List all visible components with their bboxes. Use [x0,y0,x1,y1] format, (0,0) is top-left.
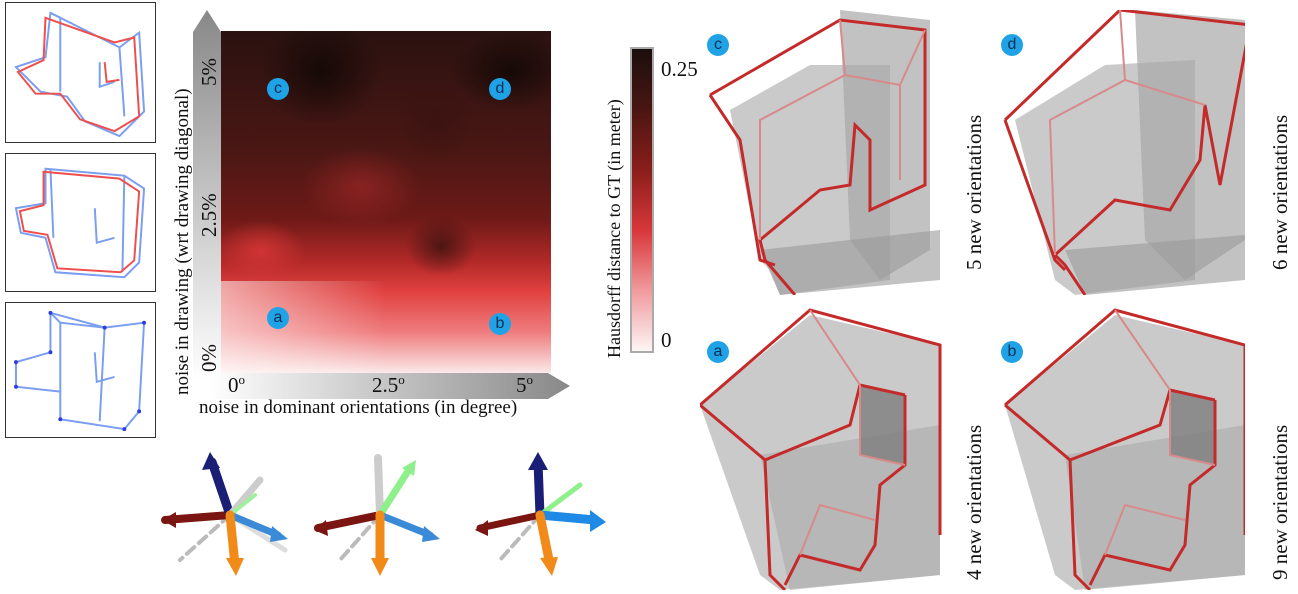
colorbar-label: Hausdorff distance to GT (in meter) [604,99,624,358]
x-tick-5: 5o [516,372,533,397]
x-tick-0: 0o [228,372,245,397]
panel-b-badge: b [1001,341,1023,363]
drawing-thumbnail-1 [5,2,156,143]
result-panel-c [700,10,950,295]
x-axis-label: noise in dominant orientations (in degre… [199,397,518,418]
caption-c: 5 new orientations [962,114,986,270]
colorbar [630,47,654,353]
y-axis-arrow [193,10,221,380]
result-panel-d [995,10,1245,295]
panel-c-badge: c [707,34,729,56]
drawing-thumbnail-2 [5,153,156,292]
marker-d: d [489,78,511,100]
x-axis-arrow [210,373,570,399]
y-tick-0: 0% [197,344,221,372]
caption-a: 4 new orientations [962,424,986,580]
caption-b: 9 new orientations [1268,424,1292,580]
y-tick-5: 5% [197,58,221,86]
result-panel-b [995,305,1245,590]
colorbar-min: 0 [661,328,672,352]
panel-d-badge: d [1001,34,1023,56]
marker-b: b [489,313,511,335]
x-tick-2.5: 2.5o [372,372,405,397]
orientation-gizmo-3 [475,452,606,576]
y-axis-label: noise in drawing (wrt drawing diagonal) [172,88,193,395]
colorbar-max: 0.25 [661,57,698,81]
marker-a: a [267,307,289,329]
caption-d: 6 new orientations [1268,114,1292,270]
panel-a-badge: a [707,341,729,363]
orientation-gizmo-2 [314,454,440,576]
drawing-thumbnail-clean [5,302,156,438]
result-panel-a [700,305,950,590]
y-tick-2.5: 2.5% [197,193,221,237]
marker-c: c [267,78,289,100]
orientation-gizmo-1 [161,452,288,576]
